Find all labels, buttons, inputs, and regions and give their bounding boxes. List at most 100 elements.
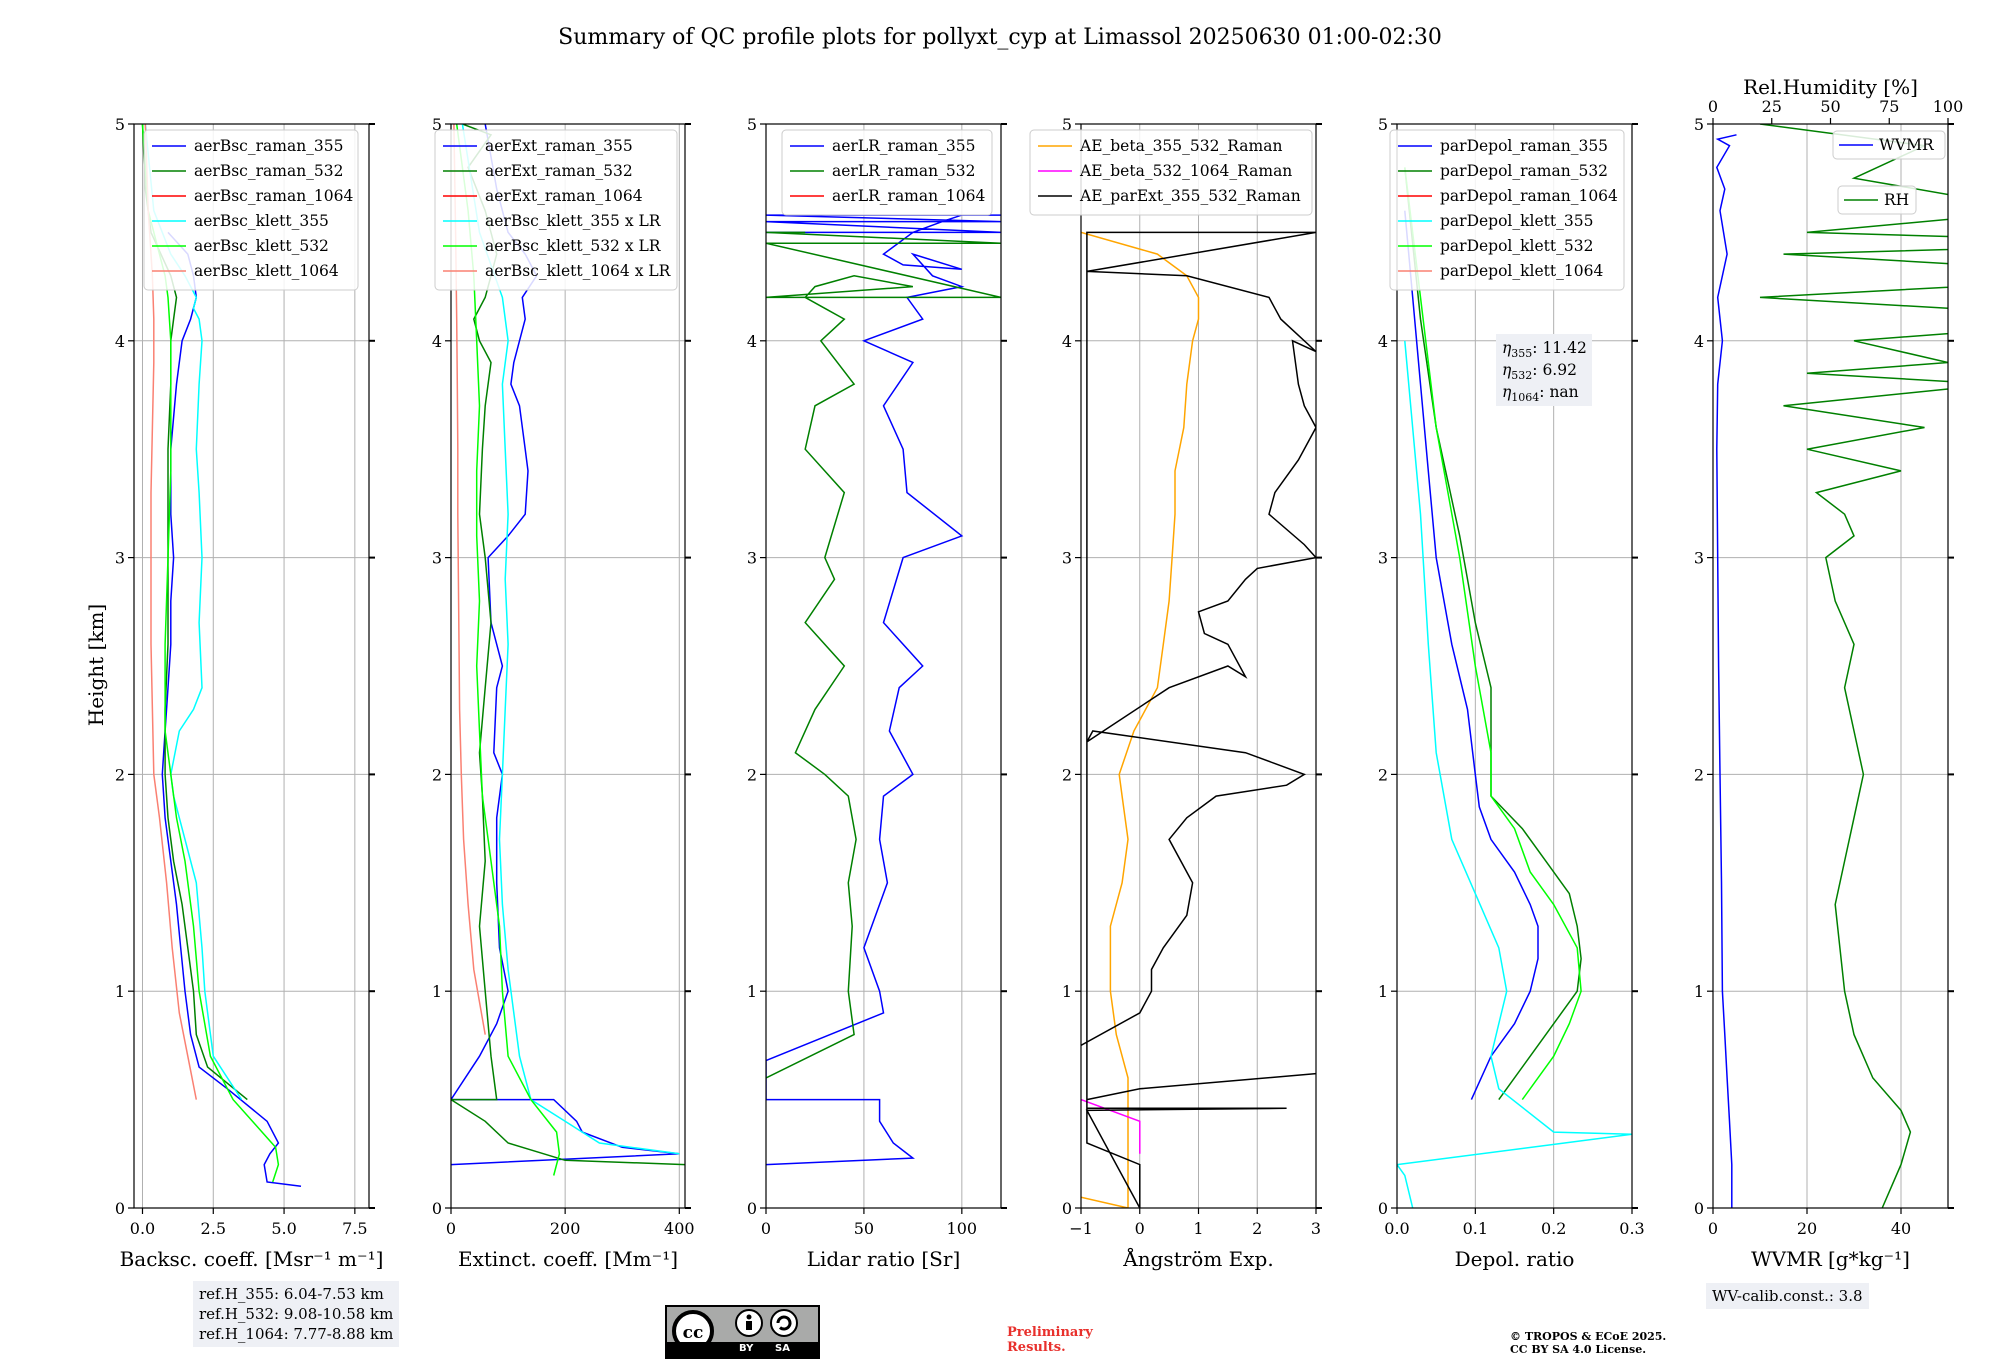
legend-label-AE_parExt_355_532_Raman: AE_parExt_355_532_Raman	[1079, 187, 1301, 205]
legend-box	[434, 129, 678, 291]
x-axis-label: Depol. ratio	[1455, 1247, 1575, 1271]
cc-by-label: BY	[739, 1343, 754, 1354]
reference-heights-box: ref.H_355: 6.04-7.53 km ref.H_532: 9.08-…	[193, 1281, 400, 1347]
legend-box-WVMR	[1832, 130, 1946, 160]
series-group	[1715, 124, 1948, 1208]
y-tick-label: 2	[1378, 765, 1388, 784]
x-tick-label: 200	[550, 1219, 581, 1238]
y-tick-label: 1	[1062, 982, 1072, 1001]
panel-frame	[1396, 123, 1633, 1209]
panel-frame	[133, 123, 370, 1209]
legend-box	[1389, 129, 1625, 291]
y-tick-label: 2	[747, 765, 757, 784]
cc-badge-bar: BY SA	[667, 1342, 818, 1357]
y-tick-label: 5	[1694, 115, 1704, 134]
legend-label-aerExt_raman_532: aerExt_raman_532	[485, 162, 633, 180]
panel-frame	[450, 123, 686, 1209]
series-line-aerBsc_klett_355	[144, 124, 243, 1101]
x-tick-label: 7.5	[342, 1219, 367, 1238]
y-axis-label: Height [km]	[84, 604, 108, 726]
y-tick-label: 5	[115, 115, 125, 134]
eta-annotation-box	[1496, 334, 1592, 406]
legend: aerBsc_raman_355 aerBsc_raman_532 aerBsc_r…	[143, 129, 359, 291]
top-x-tick-label: 50	[1820, 97, 1840, 116]
legend-label-RH: RH	[1884, 191, 1909, 209]
panel-2: 0 1 2 3 4 5 0 200 400 Extinct. coeff. [Mm⁻¹] aerEx…	[432, 115, 695, 1271]
y-tick-label: 0	[747, 1199, 757, 1218]
y-tick-label: 1	[1378, 982, 1388, 1001]
eta-symbol: η	[1502, 361, 1512, 379]
series-line-aerBsc_raman_355	[161, 231, 302, 1188]
series-line-aerBsc_klett_355 x LR	[461, 124, 680, 1155]
eta-value: : nan	[1539, 383, 1578, 401]
y-tick-label: 2	[115, 765, 125, 784]
eta-subscript: 1064	[1511, 391, 1539, 404]
x-tick-label: 0.1	[1463, 1219, 1488, 1238]
wv-calibration-constant: WV-calib.const.: 3.8	[1712, 1287, 1863, 1305]
cc-by-sa-license-badge: cc BY SA	[665, 1305, 820, 1359]
series-group	[1081, 231, 1316, 1208]
y-tick-label: 0	[1378, 1199, 1388, 1218]
legend-label-aerLR_raman_1064: aerLR_raman_1064	[832, 187, 985, 205]
panel-frame	[765, 123, 1002, 1209]
legend-label-AE_beta_355_532_Raman: AE_beta_355_532_Raman	[1079, 137, 1282, 155]
ref-height-532: ref.H_532: 9.08-10.58 km	[199, 1305, 394, 1323]
series-line-parDepol_raman_355	[1404, 210, 1539, 1100]
legend-label-aerBsc_klett_1064: aerBsc_klett_1064	[194, 262, 339, 280]
ref-height-1064: ref.H_1064: 7.77-8.88 km	[199, 1325, 394, 1343]
legend: AE_beta_355_532_Raman AE_beta_532_1064_Ra…	[1029, 129, 1313, 216]
x-axis-label: Backsc. coeff. [Msr⁻¹ m⁻¹]	[120, 1247, 384, 1271]
legend-label-parDepol_klett_1064: parDepol_klett_1064	[1440, 262, 1603, 280]
y-tick-label: 2	[1694, 765, 1704, 784]
series-group	[766, 214, 1001, 1166]
cc-sa-label: SA	[775, 1343, 790, 1354]
y-tick-label: 1	[115, 982, 125, 1001]
series-group	[1397, 167, 1632, 1208]
legend: WVMR RH	[1832, 130, 1946, 215]
legend-label-aerExt_raman_1064: aerExt_raman_1064	[485, 187, 643, 205]
legend-label-aerBsc_klett_532 x LR: aerBsc_klett_532 x LR	[485, 237, 662, 255]
profile-panels: 0 1 2 3 4 5 0.0 2.5 5.0 7.5 Backsc. coeff. [Msr⁻¹ …	[115, 75, 1963, 1271]
eta-row-1064: η1064: nan	[1502, 383, 1579, 404]
top-x-tick-label: 75	[1879, 97, 1899, 116]
x-tick-label: 40	[1891, 1219, 1911, 1238]
top-x-axis-label: Rel.Humidity [%]	[1743, 75, 1918, 99]
eta-subscript: 532	[1511, 369, 1532, 382]
series-line-parDepol_klett_532	[1404, 167, 1582, 1101]
series-line-aerLR_raman_532	[766, 231, 1001, 1079]
x-tick-label: 0	[446, 1219, 456, 1238]
copyright-line-1: © TROPOS & ECoE 2025.	[1510, 1330, 1667, 1343]
y-tick-label: 5	[432, 115, 442, 134]
y-tick-label: 5	[1062, 115, 1072, 134]
y-tick-label: 3	[747, 549, 757, 568]
eta-symbol: η	[1502, 383, 1512, 401]
panel-1: 0 1 2 3 4 5 0.0 2.5 5.0 7.5 Backsc. coeff. [Msr⁻¹ …	[115, 115, 384, 1271]
y-tick-label: 4	[1378, 332, 1388, 351]
series-line-aerBsc_klett_532	[141, 124, 280, 1183]
x-tick-label: −1	[1069, 1219, 1093, 1238]
y-tick-label: 2	[1062, 765, 1072, 784]
legend-label-aerBsc_raman_355: aerBsc_raman_355	[194, 137, 344, 155]
eta-symbol: η	[1502, 339, 1512, 357]
series-line-aerBsc_klett_1064 x LR	[453, 124, 486, 1035]
series-line-aerBsc_klett_1064	[144, 124, 198, 1100]
legend-label-aerBsc_klett_532: aerBsc_klett_532	[194, 237, 329, 255]
y-tick-label: 0	[1694, 1199, 1704, 1218]
legend-label-aerBsc_raman_1064: aerBsc_raman_1064	[194, 187, 354, 205]
legend: parDepol_raman_355 parDepol_raman_532 parD…	[1389, 129, 1625, 291]
panel-frame	[1712, 123, 1949, 1209]
cc-logo-icon: cc	[672, 1309, 798, 1343]
legend-label-aerBsc_klett_355: aerBsc_klett_355	[194, 212, 329, 230]
series-line-WVMR	[1715, 134, 1737, 1208]
top-x-tick-label: 0	[1708, 97, 1718, 116]
wv-calibration-box: WV-calib.const.: 3.8	[1706, 1283, 1869, 1309]
y-tick-label: 3	[432, 549, 442, 568]
x-axis-label: Lidar ratio [Sr]	[807, 1247, 961, 1271]
panel-5: 0 1 2 3 4 5 0.0 0.1 0.2 0.3 Depol. ratio parDepol_r…	[1378, 115, 1645, 1271]
legend-label-AE_beta_532_1064_Raman: AE_beta_532_1064_Raman	[1079, 162, 1292, 180]
x-tick-label: 0.2	[1541, 1219, 1566, 1238]
